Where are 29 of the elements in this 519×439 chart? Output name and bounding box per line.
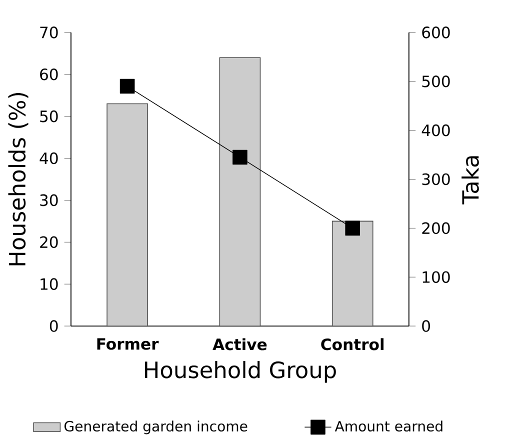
y2-tick-label: 200	[422, 222, 450, 234]
x-axis-title: Household Group	[145, 360, 336, 383]
y2-tick-label: 400	[422, 124, 450, 136]
y2-axis-title: Taka	[462, 156, 479, 204]
x-tick-label: Former	[97, 338, 159, 350]
y2-tick-label: 300	[422, 173, 450, 186]
point	[345, 220, 360, 236]
legend-label: Generated garden income	[64, 420, 248, 434]
y-tick-label: 0	[50, 320, 58, 332]
x-tick-label: Active	[212, 338, 267, 350]
legend-label: Amount earned	[334, 420, 442, 432]
bar	[219, 57, 261, 326]
y-tick-label: 60	[40, 68, 58, 80]
y2-tick-label: 0	[422, 320, 430, 332]
y-tick-label: 40	[40, 152, 58, 164]
y-tick-label: 70	[40, 26, 58, 38]
point	[120, 78, 135, 94]
y-tick-label: 20	[40, 236, 58, 248]
y-axis-title: Households (%)	[8, 92, 28, 266]
y-tick-label: 50	[40, 110, 58, 122]
y-tick-label: 30	[40, 194, 58, 206]
x-tick-label: Control	[321, 338, 384, 350]
y2-tick-label: 500	[422, 75, 450, 88]
y2-tick-label: 600	[422, 26, 450, 38]
y-tick-label: 10	[40, 278, 58, 290]
y2-tick-label: 100	[422, 271, 450, 283]
bar	[106, 103, 148, 326]
point	[232, 150, 248, 165]
bar	[332, 220, 374, 326]
